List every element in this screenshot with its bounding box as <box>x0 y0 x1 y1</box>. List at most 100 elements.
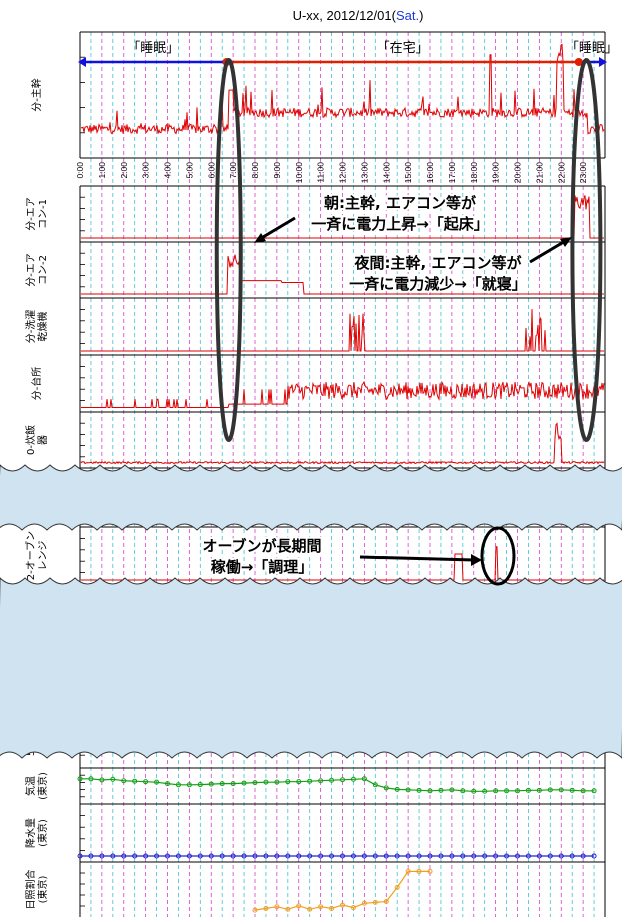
x-tick-label: 16:00 <box>425 162 435 184</box>
x-tick-label: 19:00 <box>491 162 501 184</box>
annotation-arrow <box>359 555 475 562</box>
data-point <box>186 782 192 788</box>
annotation-arrow-head <box>471 554 482 566</box>
data-point <box>263 905 269 911</box>
panel-washer-dryer: 分-洗濯乾燥機 <box>25 297 606 355</box>
data-point <box>285 779 291 785</box>
x-tick-label: 17:00 <box>447 162 457 184</box>
data-point <box>197 853 203 859</box>
data-point <box>416 787 422 793</box>
data-point <box>329 905 335 911</box>
panel-ylabel: 分-主幹 <box>30 78 43 112</box>
data-point <box>230 853 236 859</box>
data-point <box>515 853 520 859</box>
data-point <box>449 787 455 793</box>
panel-ylabel-line: 2-オーブン <box>24 531 37 580</box>
data-point <box>252 853 258 859</box>
data-point <box>132 853 138 859</box>
data-point <box>274 779 280 785</box>
arrow-head <box>599 57 607 67</box>
data-point <box>252 780 258 786</box>
panel-ylabel-line: 器 <box>37 435 49 445</box>
annotation-line: 夜間:主幹, エアコン等が <box>354 254 523 272</box>
phase-label: 「睡眠」 <box>566 41 618 56</box>
data-point <box>493 853 499 859</box>
x-tick-label: 1:00 <box>97 162 107 179</box>
weather-series <box>77 776 597 913</box>
panel-temp: 気温(東京) <box>24 767 606 804</box>
annotation-arrow <box>257 216 296 242</box>
data-point <box>110 776 116 782</box>
chart-title: U-xx, 2012/12/01(Sat.) <box>293 8 424 23</box>
x-tick-label: 12:00 <box>338 162 348 184</box>
annotation-line: 一斉に電力減少→「就寝」 <box>349 275 527 293</box>
x-tick-label: 0:00 <box>75 162 85 179</box>
data-point <box>132 778 138 784</box>
panel-ylabel-line: (東京) <box>36 772 49 800</box>
data-point <box>143 779 149 785</box>
data-point <box>482 853 488 859</box>
data-point <box>416 853 422 859</box>
power-trace <box>80 43 605 135</box>
data-point <box>263 779 269 785</box>
phase-label: 「在宅」 <box>377 41 429 56</box>
x-tick-label: 2:00 <box>119 162 129 179</box>
data-point <box>340 777 345 783</box>
panel-ylabel-line: 分-主幹 <box>30 78 43 112</box>
data-point <box>252 907 258 913</box>
data-point <box>580 853 586 859</box>
power-trace <box>81 309 604 352</box>
panel-ylabel-line: レンジ <box>38 541 49 571</box>
x-tick-label: 21:00 <box>534 162 544 184</box>
panel-ylabel-line: 乾燥機 <box>36 312 49 342</box>
x-tick-label: 20:00 <box>513 162 523 184</box>
data-point <box>361 853 367 859</box>
data-point <box>525 787 531 793</box>
series-line-sun <box>254 870 430 911</box>
data-point <box>175 853 181 859</box>
data-point <box>121 778 127 784</box>
data-point <box>383 899 389 905</box>
data-point <box>394 853 400 859</box>
phase-label: 「睡眠」 <box>127 41 179 56</box>
data-point <box>504 853 510 859</box>
data-point <box>493 788 499 794</box>
data-point <box>394 786 400 792</box>
x-tick-label: 6:00 <box>206 162 216 179</box>
axis-break-band <box>0 464 622 531</box>
panel-ylabel: 気温(東京) <box>24 772 49 800</box>
data-point <box>99 853 105 859</box>
panel-ylabel-line: (東京) <box>36 819 49 847</box>
chart-title-suffix: ) <box>419 8 423 23</box>
power-trace <box>81 380 605 408</box>
panel-ylabel: 降水量(東京) <box>24 818 49 848</box>
annotation-line: 稼働→「調理」 <box>211 558 314 576</box>
panel-ylabel-line: (東京) <box>36 876 49 904</box>
data-point <box>263 853 269 859</box>
x-tick-label: 15:00 <box>403 162 413 184</box>
panel-ylabel-line: 分-台所 <box>30 367 43 401</box>
data-point <box>208 853 214 859</box>
data-point <box>558 853 564 859</box>
x-tick-label: 22:00 <box>556 162 566 184</box>
data-point <box>536 787 542 793</box>
phase-0: 「睡眠」 <box>78 41 227 67</box>
x-tick-label: 14:00 <box>381 162 391 184</box>
panel-ylabel-line: 分-エア <box>25 197 37 231</box>
data-point <box>296 903 302 909</box>
power-trace <box>80 422 605 465</box>
data-point <box>274 853 280 859</box>
data-point <box>350 776 356 782</box>
data-point <box>186 853 192 859</box>
data-point <box>307 778 313 784</box>
data-point <box>449 853 455 859</box>
annotation-line: 朝:主幹, エアコン等が <box>324 194 477 212</box>
oven-ellipse <box>480 526 516 586</box>
x-tick-label: 4:00 <box>163 162 173 179</box>
panel-ylabel: 分-エアコン-2 <box>25 253 49 287</box>
data-point <box>427 788 433 794</box>
data-point <box>427 868 433 874</box>
data-point <box>285 853 291 859</box>
axis-breaks <box>0 464 622 759</box>
